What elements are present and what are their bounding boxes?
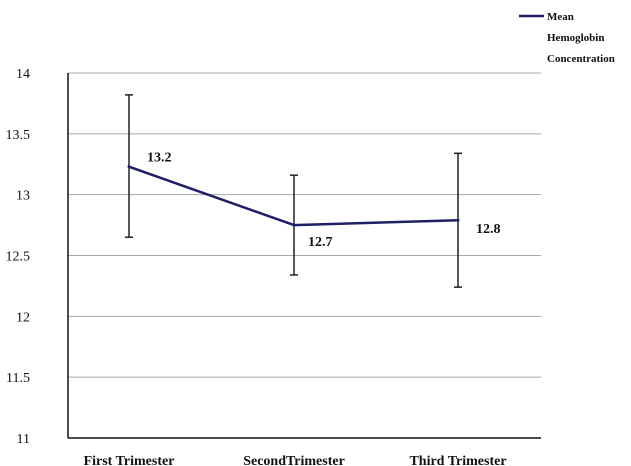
- y-tick-label: 12.5: [6, 250, 31, 265]
- y-tick-label: 13.5: [6, 128, 31, 143]
- legend-label: Concentration: [547, 53, 615, 65]
- legend-label: Hemoglobin: [547, 32, 604, 44]
- axes: [67, 73, 541, 439]
- data-point: [456, 218, 460, 222]
- y-tick-label: 12: [16, 310, 30, 325]
- error-bars: [125, 94, 462, 288]
- y-tick-label: 11: [17, 432, 30, 447]
- y-tick-label: 14: [16, 67, 30, 82]
- legend-label: Mean: [547, 11, 574, 23]
- gridlines: [68, 72, 541, 378]
- y-tick-labels: 11 11.5 12 12.5 13 13.5 14: [6, 67, 31, 447]
- data-label: 12.7: [308, 235, 333, 250]
- data-point: [292, 223, 296, 227]
- x-category-label: SecondTrimester: [243, 454, 345, 466]
- series-lines: [127, 165, 460, 227]
- data-labels: 13.2 12.7 12.8: [147, 151, 501, 250]
- x-category-label: Third Trimester: [409, 454, 506, 466]
- x-category-labels: First Trimester SecondTrimester Third Trim…: [84, 454, 507, 466]
- y-tick-label: 11.5: [6, 371, 30, 386]
- data-point: [127, 165, 131, 169]
- data-label: 12.8: [476, 222, 501, 237]
- data-label: 13.2: [147, 151, 172, 166]
- legend: Mean Hemoglobin Concentration: [519, 11, 615, 65]
- y-tick-label: 13: [16, 189, 30, 204]
- x-category-label: First Trimester: [84, 454, 175, 466]
